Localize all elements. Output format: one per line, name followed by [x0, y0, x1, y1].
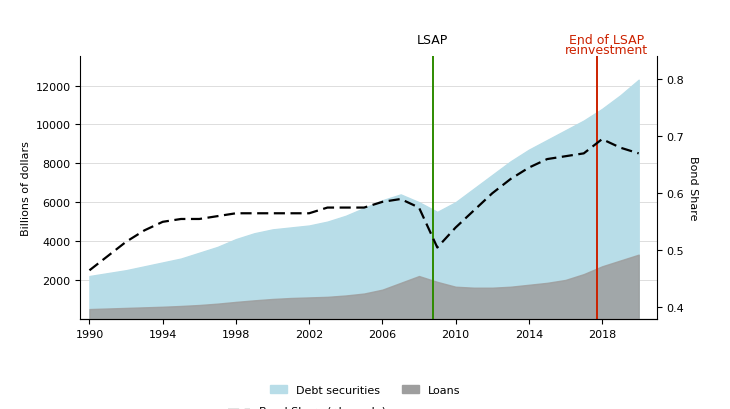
Text: reinvestment: reinvestment — [565, 44, 648, 57]
Text: LSAP: LSAP — [417, 34, 448, 47]
Y-axis label: Billions of dollars: Billions of dollars — [21, 141, 31, 236]
Legend: Debt securities, Loans: Debt securities, Loans — [266, 380, 464, 399]
Legend: Bond Share (r.h. scale): Bond Share (r.h. scale) — [223, 401, 390, 409]
Y-axis label: Bond Share: Bond Share — [688, 156, 699, 220]
Text: End of LSAP: End of LSAP — [569, 34, 644, 47]
